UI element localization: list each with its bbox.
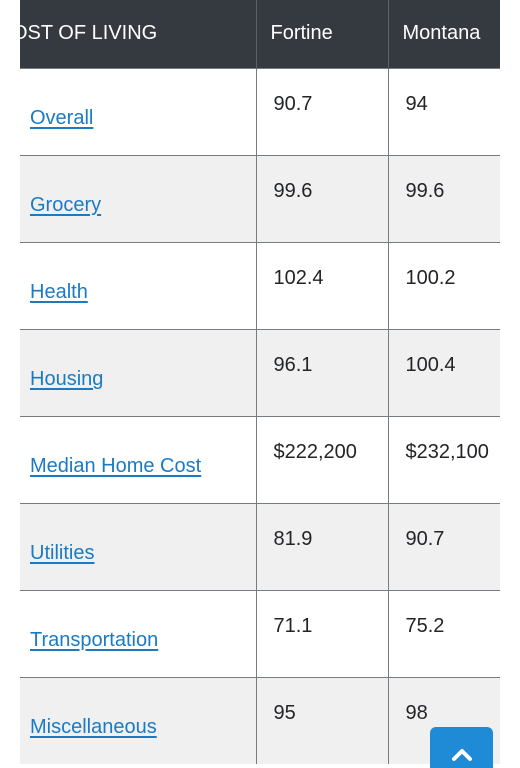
table-header: OST OF LIVING Fortine Montana [20,0,500,68]
table-row: Overall 90.7 94 [20,67,500,155]
link-miscellaneous[interactable]: Miscellaneous [30,716,157,739]
header-cost-of-living: OST OF LIVING [20,0,257,68]
row-label-cell: Overall [20,67,257,155]
montana-value: 100.2 [388,241,500,329]
link-grocery[interactable]: Grocery [30,194,102,216]
row-label-cell: Median Home Cost [20,415,257,503]
row-label-cell: Transportation [20,589,257,677]
montana-value: 99.6 [388,154,500,242]
header-fortine: Fortine [256,0,389,68]
fortine-value: 81.9 [256,502,389,590]
montana-value: 90.7 [388,502,500,590]
link-overall[interactable]: Overall [30,107,94,129]
fortine-value: 99.6 [256,154,389,242]
table-header-row: OST OF LIVING Fortine Montana [20,0,500,68]
table-row: Grocery 99.6 99.6 [20,154,500,242]
montana-value: 100.4 [388,328,500,416]
table-body: Overall 90.7 94 Grocery 99.6 99.6 Health… [20,67,500,764]
fortine-value: 71.1 [256,589,389,677]
table-row: Transportation 71.1 75.2 [20,589,500,677]
table-row: Housing 96.1 100.4 [20,328,500,416]
fortine-value: 102.4 [256,241,389,329]
row-label-cell: Grocery [20,154,257,242]
montana-value: $232,100 [388,415,500,503]
fortine-value: 95 [256,676,389,764]
table-row: Median Home Cost $222,200 $232,100 [20,415,500,503]
link-utilities[interactable]: Utilities [30,542,95,564]
header-montana: Montana [388,0,500,68]
row-label-cell: Miscellaneous [20,676,257,764]
chevron-up-icon [452,749,472,761]
link-housing[interactable]: Housing [30,368,104,390]
table-row: Health 102.4 100.2 [20,241,500,329]
fortine-value: 96.1 [256,328,389,416]
montana-value: 94 [388,67,500,155]
table-row: Utilities 81.9 90.7 [20,502,500,590]
montana-value: 75.2 [388,589,500,677]
fortine-value: 90.7 [256,67,389,155]
cost-of-living-table-container[interactable]: OST OF LIVING Fortine Montana Overall 90… [20,0,500,768]
cost-of-living-table: OST OF LIVING Fortine Montana Overall 90… [20,0,500,764]
row-label-cell: Utilities [20,502,257,590]
row-label-cell: Health [20,241,257,329]
scroll-to-top-button[interactable] [430,727,493,768]
link-transportation[interactable]: Transportation [30,629,159,651]
row-label-cell: Housing [20,328,257,416]
table-row: Miscellaneous 95 98 [20,676,500,764]
fortine-value: $222,200 [256,415,389,503]
link-median-home-cost[interactable]: Median Home Cost [30,455,202,477]
link-health[interactable]: Health [30,281,88,303]
